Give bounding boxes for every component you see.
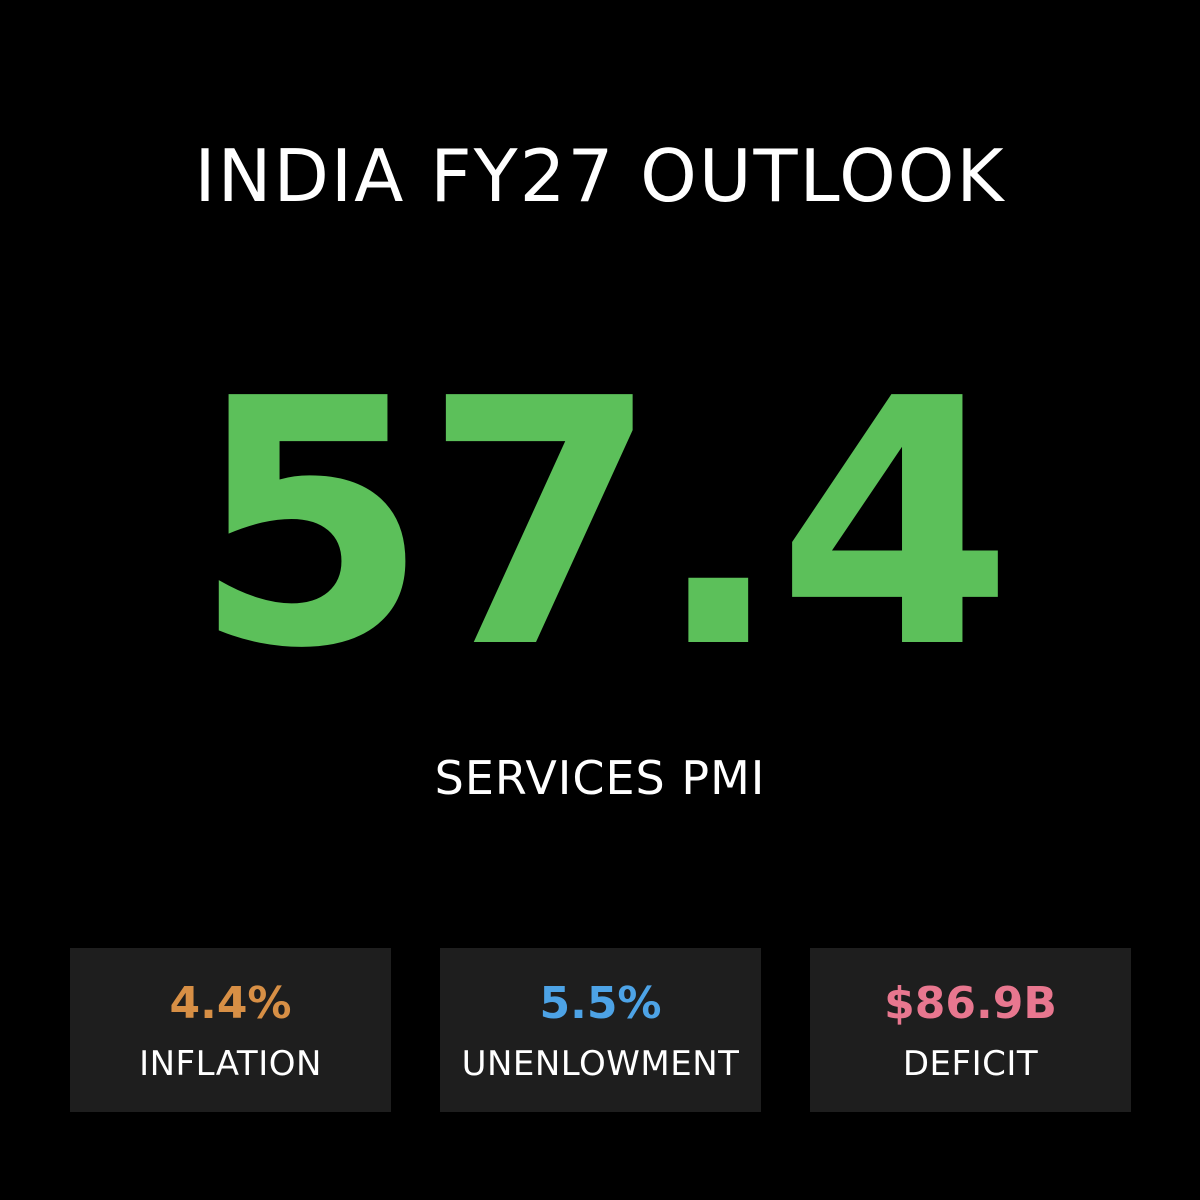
hero-metric-label: SERVICES PMI [434, 751, 766, 805]
metric-card-label: UNENLOWMENT [461, 1044, 740, 1084]
metric-cards: 4.4% INFLATION 5.5% UNENLOWMENT $86.9B D… [70, 948, 1132, 1112]
page-title: INDIA FY27 OUTLOOK [194, 134, 1006, 218]
metric-card-label: DEFICIT [902, 1044, 1039, 1084]
metric-card-label: INFLATION [139, 1044, 322, 1084]
metric-card-value: $86.9B [884, 978, 1057, 1029]
metric-card-deficit: $86.9B DEFICIT [810, 948, 1131, 1112]
metric-card-value: 5.5% [539, 978, 662, 1029]
metric-card-value: 4.4% [169, 978, 292, 1029]
metric-card-inflation: 4.4% INFLATION [70, 948, 391, 1112]
metric-card-unemployment: 5.5% UNENLOWMENT [440, 948, 761, 1112]
hero-metric-value: 57.4 [192, 327, 1014, 723]
